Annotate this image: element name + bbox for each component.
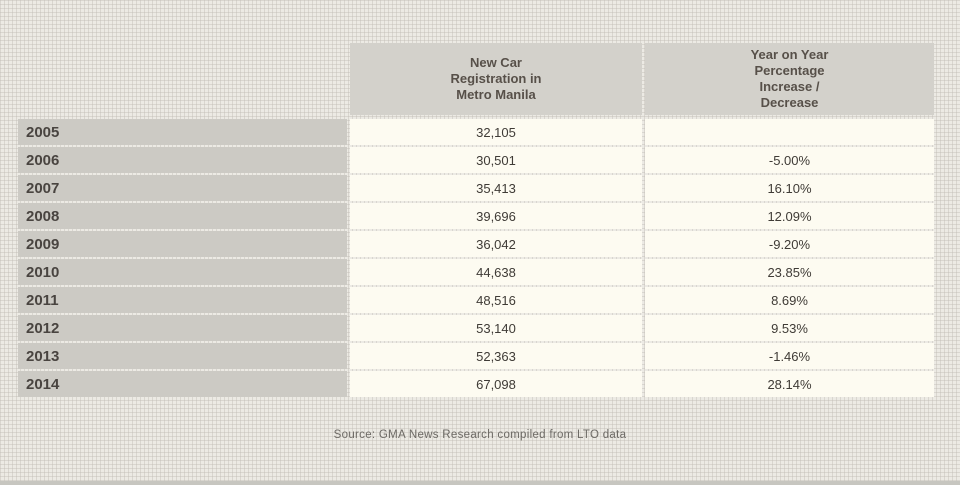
registration-cell: 44,638 [350,259,642,285]
year-cell: 2010 [18,259,347,285]
year-cell: 2014 [18,371,347,397]
yoy-cell: -5.00% [645,147,934,173]
registration-cell: 35,413 [350,175,642,201]
year-cell: 2006 [18,147,347,173]
registration-cell: 67,098 [350,371,642,397]
year-cell: 2013 [18,343,347,369]
year-cell: 2005 [18,119,347,145]
yoy-cell: 8.69% [645,287,934,313]
registration-cell: 48,516 [350,287,642,313]
yoy-cell: 9.53% [645,315,934,341]
yoy-cell: 12.09% [645,203,934,229]
yoy-cell [645,119,934,145]
yoy-cell: 28.14% [645,371,934,397]
year-cell: 2012 [18,315,347,341]
yoy-cell: 23.85% [645,259,934,285]
year-cell: 2007 [18,175,347,201]
column-header-registrations: New Car Registration in Metro Manila [350,43,642,115]
registration-cell: 32,105 [350,119,642,145]
yoy-cell: 16.10% [645,175,934,201]
column-header-yoy: Year on Year Percentage Increase / Decre… [645,43,934,115]
registration-cell: 39,696 [350,203,642,229]
registration-cell: 36,042 [350,231,642,257]
source-caption: Source: GMA News Research compiled from … [333,429,627,441]
table-header-row: New Car Registration in Metro Manila Yea… [18,43,934,115]
table-body: 2005 32,105 2006 30,501 -5.00% 2007 35,413 16.1… [18,119,934,397]
year-cell: 2009 [18,231,347,257]
registration-cell: 30,501 [350,147,642,173]
registration-cell: 52,363 [350,343,642,369]
bottom-strip [0,481,960,485]
yoy-cell: -1.46% [645,343,934,369]
yoy-cell: -9.20% [645,231,934,257]
data-table: New Car Registration in Metro Manila Yea… [18,43,934,397]
year-cell: 2011 [18,287,347,313]
registration-cell: 53,140 [350,315,642,341]
year-cell: 2008 [18,203,347,229]
year-column-header-spacer [18,43,347,115]
